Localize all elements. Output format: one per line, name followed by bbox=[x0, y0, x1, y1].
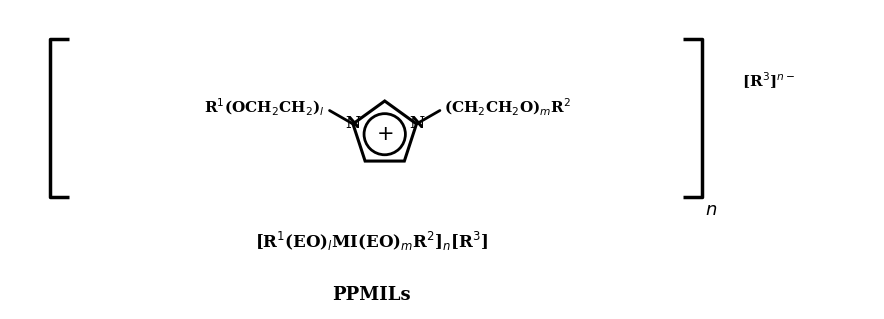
Text: N: N bbox=[346, 115, 361, 132]
Text: $n$: $n$ bbox=[705, 201, 717, 219]
Text: $+$: $+$ bbox=[376, 124, 393, 144]
Text: [R$^{3}$]$^{n-}$: [R$^{3}$]$^{n-}$ bbox=[742, 70, 795, 91]
Text: PPMILs: PPMILs bbox=[332, 286, 411, 304]
Text: (CH$_{2}$CH$_{2}$O)$_{m}$R$^{2}$: (CH$_{2}$CH$_{2}$O)$_{m}$R$^{2}$ bbox=[445, 97, 571, 118]
Text: [R$^{1}$(EO)$_{l}$MI(EO)$_{m}$R$^{2}$]$_{n}$[R$^{3}$]: [R$^{1}$(EO)$_{l}$MI(EO)$_{m}$R$^{2}$]$_… bbox=[255, 230, 488, 253]
Text: R$^{1}$(OCH$_{2}$CH$_{2}$)$_{l}$: R$^{1}$(OCH$_{2}$CH$_{2}$)$_{l}$ bbox=[204, 97, 325, 118]
Text: N: N bbox=[409, 115, 424, 132]
